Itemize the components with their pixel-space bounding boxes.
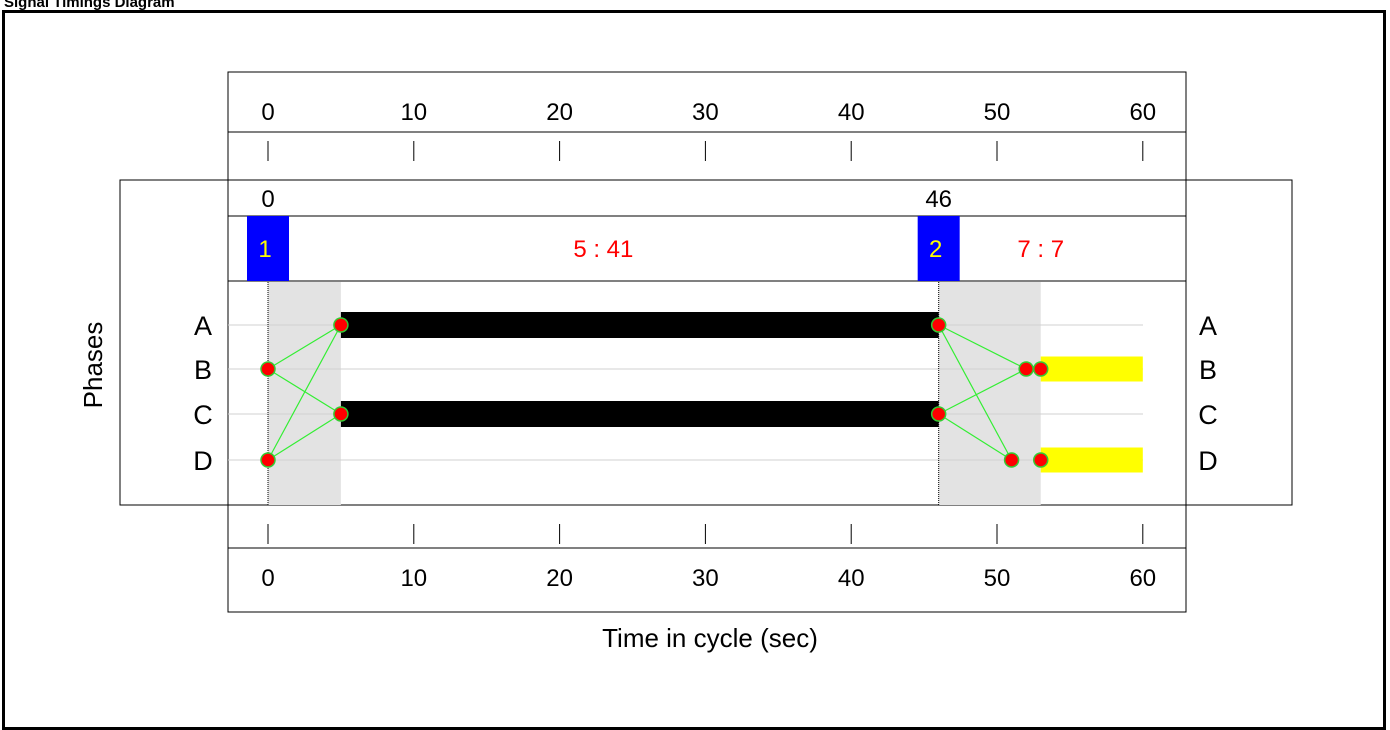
timing-node — [260, 361, 276, 377]
phase-label-left-b: B — [194, 355, 212, 385]
bottom-tick-label: 40 — [838, 565, 865, 592]
intergreen-shade-2 — [938, 282, 1041, 505]
signal-timing-diagram: 0 0 10 10 20 20 30 30 40 40 50 50 60 60 0 1 5 : 41 46 2 7 :… — [78, 71, 1293, 653]
stage-start-label: 46 — [925, 186, 952, 213]
green-bar-b — [1040, 356, 1143, 382]
intergreen-link — [267, 324, 342, 370]
stage-start-label: 0 — [261, 186, 274, 213]
top-tick-label: 0 — [261, 99, 274, 126]
diagram-title: Signal Timings Diagram — [4, 0, 175, 11]
intergreen-link — [267, 413, 342, 461]
top-tick-label: 20 — [546, 99, 573, 126]
intergreen-link — [938, 368, 1027, 415]
timing-node — [1003, 452, 1020, 468]
timing-node — [260, 452, 276, 468]
bottom-tick-label: 50 — [984, 565, 1011, 592]
phase-label-left-a: A — [194, 311, 212, 341]
timing-node — [333, 406, 349, 422]
phase-label-right-b: B — [1199, 355, 1217, 385]
bottom-tick-label: 30 — [692, 565, 719, 592]
bottom-tick-label: 0 — [261, 565, 274, 592]
bottom-tick-label: 60 — [1129, 565, 1156, 592]
timing-node — [930, 406, 947, 422]
stage-number: 2 — [929, 236, 942, 263]
stage-timing-label: 7 : 7 — [1017, 236, 1064, 263]
intergreen-link — [938, 324, 1027, 370]
x-axis-title: Time in cycle (sec) — [602, 623, 818, 653]
top-tick-label: 40 — [838, 99, 865, 126]
stage-number: 1 — [258, 236, 271, 263]
top-axis-box — [227, 71, 1187, 181]
bottom-tick-label: 10 — [400, 565, 427, 592]
green-bar-d — [1040, 447, 1143, 473]
stage-box-2 — [917, 216, 960, 281]
intergreen-link — [938, 324, 1013, 461]
timing-node — [1032, 452, 1049, 468]
timing-node — [1018, 361, 1034, 377]
phase-label-right-a: A — [1199, 311, 1217, 341]
phase-label-left-d: D — [193, 446, 213, 476]
top-tick-label: 50 — [984, 99, 1011, 126]
green-bar-a — [340, 312, 939, 338]
timing-node — [1032, 361, 1049, 377]
bottom-axis-box — [227, 504, 1187, 613]
intergreen-link — [938, 413, 1012, 461]
phase-label-right-c: C — [1198, 400, 1218, 430]
timing-node — [930, 317, 947, 333]
phase-label-left-c: C — [193, 400, 213, 430]
intergreen-link — [267, 324, 342, 461]
green-bar-c — [340, 401, 939, 427]
top-tick-label: 60 — [1129, 99, 1156, 126]
timing-node — [333, 317, 349, 333]
stage-box-1 — [247, 216, 289, 281]
top-tick-label: 30 — [692, 99, 719, 126]
phase-label-right-d: D — [1198, 446, 1218, 476]
y-axis-title: Phases — [78, 322, 108, 409]
stage-timing-label: 5 : 41 — [573, 236, 633, 263]
top-tick-label: 10 — [400, 99, 427, 126]
bottom-tick-label: 20 — [546, 565, 573, 592]
